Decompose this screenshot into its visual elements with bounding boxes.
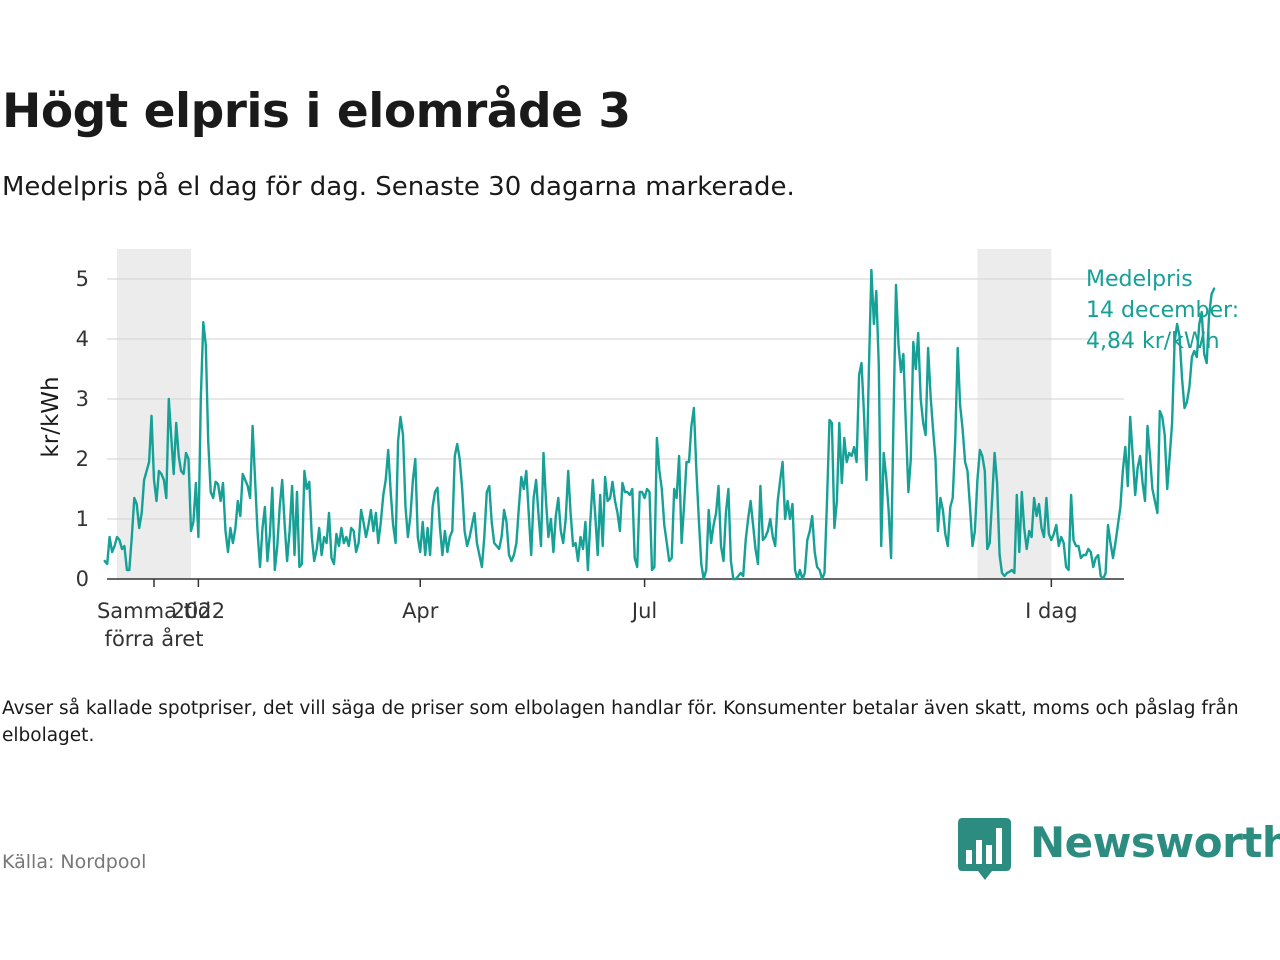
highlight-band-1 [977,249,1052,579]
y-tick-label-5: 5 [76,267,89,291]
grid-lines [107,278,1124,520]
chart-title: Högt elpris i elområde 3 [2,84,631,139]
bar-chart-speech-bubble-icon [958,818,1011,880]
highlight-bands [117,249,1052,579]
brand-logo: Newsworthy [958,814,1280,884]
annotation-line-1: 14 december: [1086,298,1239,323]
y-axis-ticks: 0 1 2 3 4 5 [76,267,89,591]
footnote: Avser så kallade spotpriser, det vill sä… [2,698,1239,746]
y-tick-label-3: 3 [76,387,89,411]
y-axis-label: kr/kWh [38,376,64,457]
annotation-line-0: Medelpris [1086,267,1193,292]
y-tick-label-2: 2 [76,447,89,471]
x-tick-label-2: Apr [402,599,439,623]
x-tick-label-1: 2022 [172,599,225,623]
series-line-medelpris [103,268,1216,581]
source-label: Källa: Nordpool [2,851,147,873]
highlight-band-0 [117,249,191,579]
x-tick-label-0: Samma tid förra året [97,599,211,650]
price-annotation: Medelpris 14 december: 4,84 kr/kWh [1086,267,1239,354]
x-tick-label-3: Jul [630,599,657,623]
y-tick-label-0: 0 [76,567,89,591]
y-tick-label-4: 4 [76,327,89,351]
x-tick-label-4: I dag [1025,599,1077,623]
y-tick-label-1: 1 [76,507,89,531]
brand-name: Newsworthy [1030,818,1280,867]
chart-subtitle: Medelpris på el dag för dag. Senaste 30 … [2,172,795,202]
annotation-line-2: 4,84 kr/kWh [1086,329,1220,354]
